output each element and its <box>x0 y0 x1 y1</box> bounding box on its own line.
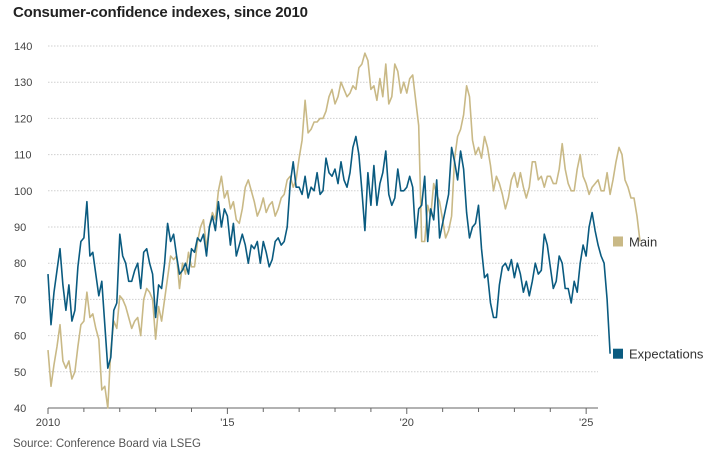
y-axis-labels: 40 50 60 70 80 90 100 110 120 130 140 <box>14 41 32 415</box>
legend-label-expectations: Expectations <box>629 347 704 362</box>
x-tick-label-2015: '15 <box>220 417 234 429</box>
source-note: Source: Conference Board via LSEG <box>13 438 201 450</box>
legend-swatch-expectations <box>613 348 623 359</box>
y-tick-label-120: 120 <box>14 113 32 125</box>
y-tick-label-100: 100 <box>14 186 32 198</box>
y-tick-label-60: 60 <box>14 331 26 343</box>
y-tick-label-40: 40 <box>14 403 26 415</box>
series-line-expectations <box>47 135 611 370</box>
legend-swatch-main <box>613 236 623 247</box>
x-tick-label-2020: '20 <box>400 417 414 429</box>
legend-label-main: Main <box>629 234 657 249</box>
x-tick-label-2010: 2010 <box>36 417 60 429</box>
x-tick-label-2025: '25 <box>579 417 593 429</box>
y-tick-label-70: 70 <box>14 294 26 306</box>
series-lines <box>47 52 641 409</box>
y-tick-label-130: 130 <box>14 77 32 89</box>
series-line-main <box>47 52 641 409</box>
y-tick-label-80: 80 <box>14 258 26 270</box>
y-tick-label-140: 140 <box>14 41 32 53</box>
chart-title: Consumer-confidence indexes, since 2010 <box>13 4 308 21</box>
y-tick-label-90: 90 <box>14 222 26 234</box>
y-tick-label-110: 110 <box>14 150 32 162</box>
y-tick-label-50: 50 <box>14 367 26 379</box>
x-axis: 2010 '15 '20 '25 <box>36 407 598 429</box>
legend: Main Expectations <box>613 234 704 362</box>
